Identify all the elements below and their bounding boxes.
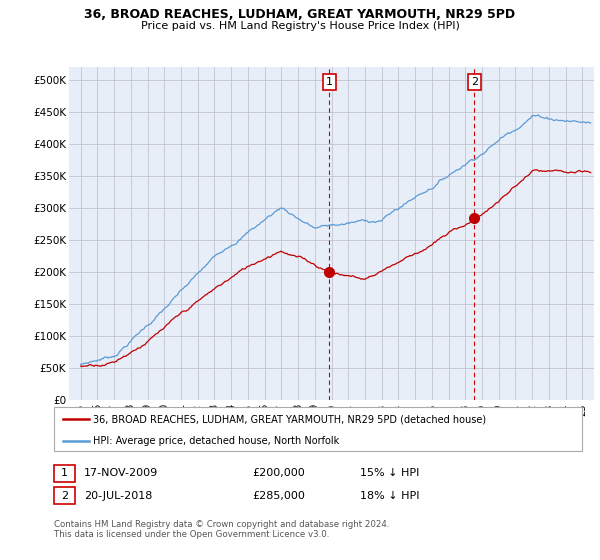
Text: 15% ↓ HPI: 15% ↓ HPI — [360, 468, 419, 478]
Text: 20-JUL-2018: 20-JUL-2018 — [84, 491, 152, 501]
Text: £285,000: £285,000 — [252, 491, 305, 501]
Text: £200,000: £200,000 — [252, 468, 305, 478]
Text: 36, BROAD REACHES, LUDHAM, GREAT YARMOUTH, NR29 5PD: 36, BROAD REACHES, LUDHAM, GREAT YARMOUT… — [85, 8, 515, 21]
Text: 1: 1 — [61, 468, 68, 478]
Text: 2: 2 — [471, 77, 478, 87]
Text: 1: 1 — [326, 77, 333, 87]
Text: 36, BROAD REACHES, LUDHAM, GREAT YARMOUTH, NR29 5PD (detached house): 36, BROAD REACHES, LUDHAM, GREAT YARMOUT… — [93, 414, 486, 424]
Text: 2: 2 — [61, 491, 68, 501]
Text: HPI: Average price, detached house, North Norfolk: HPI: Average price, detached house, Nort… — [93, 436, 339, 446]
Text: Price paid vs. HM Land Registry's House Price Index (HPI): Price paid vs. HM Land Registry's House … — [140, 21, 460, 31]
Text: Contains HM Land Registry data © Crown copyright and database right 2024.
This d: Contains HM Land Registry data © Crown c… — [54, 520, 389, 539]
Text: 17-NOV-2009: 17-NOV-2009 — [84, 468, 158, 478]
Text: 18% ↓ HPI: 18% ↓ HPI — [360, 491, 419, 501]
